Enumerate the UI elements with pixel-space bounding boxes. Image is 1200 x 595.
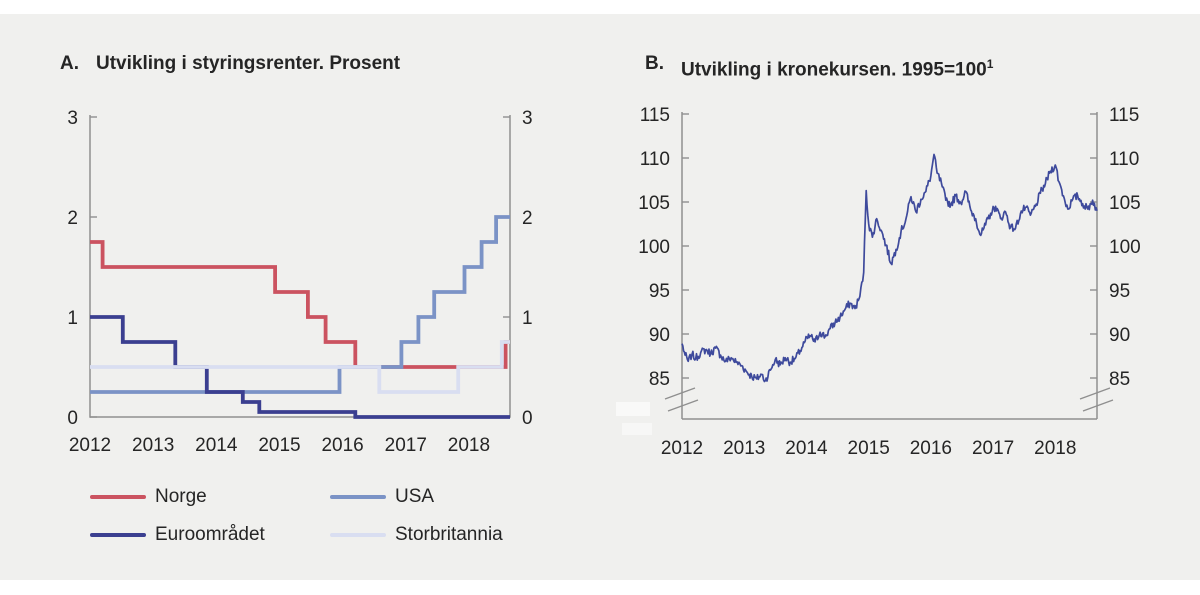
x-tick-label: 2018: [1034, 438, 1076, 459]
x-tick-label: 2017: [385, 435, 427, 456]
y-tick-label: 2: [522, 208, 533, 229]
legend-item-euroomradet: Euroområdet: [90, 524, 330, 546]
panel-b-plot: 85 85 90 90 95 95 100 100 105 105 110 110 115 115 2012…: [616, 105, 1141, 459]
axis-break-mark: [1082, 399, 1114, 412]
panel-a-plot: 0 0 1 1 2 2 3 3 2012 2013 2014 2015 2016 2017 2018: [67, 108, 532, 456]
legend-label-storbritannia: Storbritannia: [395, 524, 503, 545]
x-tick-label: 2014: [195, 435, 238, 456]
x-tick-label: 2015: [258, 435, 300, 456]
krone-index-line: [681, 153, 1098, 383]
legend-swatch-euroomradet: [90, 533, 146, 537]
y-tick-label: 110: [1109, 149, 1139, 170]
x-tick-label: 2013: [132, 435, 174, 456]
legend-swatch-norge: [90, 495, 146, 499]
axis-break-artifact: [616, 402, 650, 416]
y-tick-label: 115: [1109, 105, 1139, 126]
x-tick-label: 2012: [69, 435, 111, 456]
axis-break-artifact: [622, 423, 652, 435]
panel-b-title: B. Utvikling i kronekursen. 1995=1001: [645, 53, 993, 81]
y-tick-label: 90: [649, 325, 670, 346]
x-tick-label: 2012: [661, 438, 703, 459]
y-tick-label: 95: [649, 281, 670, 302]
panel-b-title-text: Utvikling i kronekursen. 1995=1001: [681, 57, 994, 81]
x-tick-label: 2018: [448, 435, 490, 456]
y-tick-label: 115: [640, 105, 670, 126]
legend-swatch-usa: [330, 495, 386, 499]
legend-swatch-storbritannia: [330, 533, 386, 537]
y-tick-label: 0: [67, 408, 78, 429]
y-tick-label: 110: [640, 149, 670, 170]
x-tick-label: 2016: [910, 438, 952, 459]
panel-a-label: A.: [60, 53, 79, 74]
legend-item-norge: Norge: [90, 486, 330, 508]
y-tick-label: 100: [1109, 237, 1141, 258]
y-tick-label: 95: [1109, 281, 1130, 302]
y-tick-label: 1: [67, 308, 78, 329]
axis-break-mark: [667, 399, 699, 412]
panel-a-title-text: Utvikling i styringsrenter. Prosent: [96, 53, 401, 74]
y-tick-label: 105: [1109, 193, 1141, 214]
panel-b-label: B.: [645, 53, 664, 74]
legend-label-norge: Norge: [155, 486, 207, 507]
figure-panel-background: [0, 14, 1200, 580]
series-line-storbritannia: [90, 340, 510, 394]
series-line-norge: [90, 240, 510, 369]
x-tick-label: 2013: [723, 438, 765, 459]
y-tick-label: 85: [649, 369, 670, 390]
axis-break-mark: [664, 387, 696, 400]
legend-item-usa: USA: [330, 486, 590, 508]
y-tick-label: 0: [522, 408, 533, 429]
legend-label-usa: USA: [395, 486, 435, 507]
y-tick-label: 2: [67, 208, 78, 229]
y-tick-label: 85: [1109, 369, 1130, 390]
legend: Norge USA Euroområdet Storbritannia: [90, 486, 590, 546]
legend-label-euroomradet: Euroområdet: [155, 524, 265, 545]
x-tick-label: 2015: [848, 438, 890, 459]
legend-item-storbritannia: Storbritannia: [330, 524, 590, 546]
y-tick-label: 90: [1109, 325, 1130, 346]
y-tick-label: 100: [638, 237, 670, 258]
x-tick-label: 2014: [785, 438, 828, 459]
x-tick-label: 2017: [972, 438, 1014, 459]
footnote-marker: 1: [986, 57, 994, 71]
y-tick-label: 105: [638, 193, 670, 214]
x-tick-label: 2016: [321, 435, 363, 456]
y-tick-label: 3: [522, 108, 533, 129]
panel-a-title: A. Utvikling i styringsrenter. Prosent: [60, 53, 400, 75]
series-line-euroområdet: [90, 315, 510, 419]
axis-break-mark: [1079, 387, 1111, 400]
y-tick-label: 3: [67, 108, 78, 129]
y-tick-label: 1: [522, 308, 533, 329]
